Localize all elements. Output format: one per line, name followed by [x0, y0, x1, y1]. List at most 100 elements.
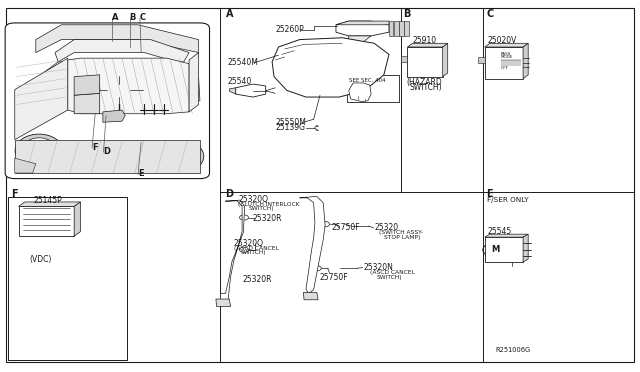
Polygon shape [523, 43, 528, 78]
Polygon shape [15, 140, 200, 173]
Polygon shape [484, 43, 528, 47]
Text: R251006G: R251006G [495, 347, 531, 353]
Polygon shape [394, 21, 399, 36]
Circle shape [356, 93, 361, 96]
Polygon shape [229, 88, 236, 94]
Text: A: A [113, 13, 119, 22]
Polygon shape [55, 39, 189, 64]
Text: C: C [486, 9, 493, 19]
Polygon shape [484, 234, 528, 237]
Polygon shape [336, 21, 389, 36]
Text: SWITCH): SWITCH) [241, 250, 266, 255]
Text: (VDC): (VDC) [29, 255, 51, 264]
Polygon shape [15, 62, 200, 101]
Circle shape [239, 215, 248, 220]
Polygon shape [484, 47, 523, 78]
Polygon shape [300, 196, 325, 294]
Polygon shape [236, 84, 266, 97]
Circle shape [95, 76, 143, 105]
Text: 25139G: 25139G [275, 123, 305, 132]
Polygon shape [404, 21, 409, 36]
Text: (ASCD CANCEL: (ASCD CANCEL [370, 270, 415, 275]
Text: 25910: 25910 [413, 36, 436, 45]
Bar [347, 75, 399, 102]
Polygon shape [68, 58, 189, 114]
Text: 25320R: 25320R [242, 275, 271, 284]
Polygon shape [216, 299, 230, 307]
Polygon shape [408, 43, 448, 47]
Polygon shape [74, 93, 100, 114]
Polygon shape [484, 237, 523, 262]
Text: 25750F: 25750F [332, 223, 360, 232]
Polygon shape [349, 83, 371, 102]
Text: STOP LAMP): STOP LAMP) [384, 235, 420, 240]
Text: MODE: MODE [500, 55, 513, 60]
Polygon shape [74, 75, 100, 95]
Polygon shape [349, 36, 371, 44]
Text: B: B [403, 9, 410, 19]
Polygon shape [15, 158, 36, 173]
Text: 25550M: 25550M [275, 118, 306, 127]
Text: M: M [492, 245, 500, 254]
Text: 25020V: 25020V [487, 36, 516, 45]
Polygon shape [220, 200, 244, 300]
Text: (CLUTCH INTERLOCK: (CLUTCH INTERLOCK [238, 202, 300, 207]
Polygon shape [389, 21, 394, 36]
Text: 25320R: 25320R [253, 214, 282, 223]
Text: C: C [140, 13, 146, 22]
Text: PASS: PASS [500, 52, 511, 57]
Polygon shape [523, 234, 528, 262]
Text: SEE SEC. 404: SEE SEC. 404 [349, 77, 385, 83]
Polygon shape [401, 56, 408, 62]
Polygon shape [336, 21, 389, 25]
Polygon shape [36, 25, 198, 52]
Circle shape [483, 242, 508, 257]
Text: 25320: 25320 [374, 223, 399, 232]
Text: A: A [225, 9, 233, 19]
Circle shape [423, 71, 427, 73]
Text: E: E [486, 189, 493, 199]
Text: 25750F: 25750F [320, 273, 349, 282]
Circle shape [108, 84, 131, 97]
Ellipse shape [22, 138, 56, 164]
Ellipse shape [312, 55, 347, 81]
Text: D: D [104, 147, 111, 156]
Circle shape [362, 96, 367, 99]
Polygon shape [189, 52, 198, 112]
Text: 25320Q: 25320Q [234, 239, 264, 248]
Polygon shape [103, 110, 125, 122]
Text: 25260P: 25260P [275, 25, 304, 34]
Text: 25320Q: 25320Q [238, 195, 268, 204]
Text: F: F [92, 142, 98, 151]
Polygon shape [19, 202, 81, 206]
Polygon shape [408, 47, 443, 77]
Circle shape [486, 58, 498, 65]
Ellipse shape [303, 49, 356, 87]
Text: E: E [138, 169, 143, 178]
Text: B: B [130, 13, 136, 22]
Text: SWITCH): SWITCH) [376, 275, 402, 280]
Circle shape [312, 266, 321, 271]
Text: (ASCD CANCEL: (ASCD CANCEL [234, 246, 278, 251]
Ellipse shape [15, 134, 63, 167]
Text: 25145P: 25145P [34, 196, 63, 205]
Circle shape [239, 247, 248, 252]
Text: 25320N: 25320N [364, 263, 394, 272]
Polygon shape [272, 38, 389, 97]
Text: D: D [225, 189, 234, 199]
Text: OFF: OFF [500, 66, 509, 70]
Polygon shape [416, 55, 435, 67]
Polygon shape [478, 57, 484, 63]
Text: F/SER ONLY: F/SER ONLY [487, 197, 529, 203]
Text: (HAZARD: (HAZARD [406, 78, 442, 87]
Polygon shape [15, 58, 68, 140]
Ellipse shape [166, 141, 204, 171]
Polygon shape [74, 202, 81, 236]
Text: 25540: 25540 [227, 77, 252, 86]
Polygon shape [19, 206, 74, 236]
Text: 25545: 25545 [487, 227, 511, 236]
FancyBboxPatch shape [5, 23, 209, 179]
Text: (SWITCH ASSY-: (SWITCH ASSY- [379, 230, 423, 235]
Circle shape [430, 71, 434, 73]
Text: F: F [11, 189, 17, 199]
